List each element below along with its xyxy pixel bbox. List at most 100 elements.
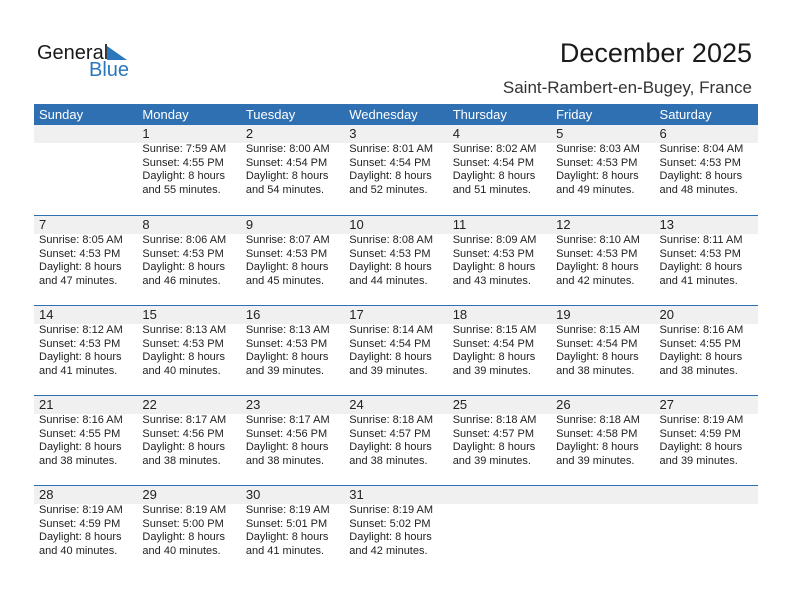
sunrise-text: Sunrise: 8:00 AM [245,143,330,155]
day-cell: 21 Sunrise: 8:16 AM Sunset: 4:55 PM Dayligh… [34,396,137,485]
sunset-text: Sunset: 4:54 PM [556,337,638,350]
daylight-minutes-text: and 40 minutes. [142,544,221,557]
day-cell: 29 Sunrise: 8:19 AM Sunset: 5:00 PM Dayligh… [137,486,240,575]
day-number: 6 [659,126,667,141]
daylight-text: Daylight: 8 hours [349,531,432,543]
daylight-minutes-text: and 55 minutes. [142,183,221,196]
day-cell: 16 Sunrise: 8:13 AM Sunset: 4:53 PM Dayligh… [241,306,344,395]
sunset-text: Sunset: 4:53 PM [659,156,741,169]
sunrise-text: Sunrise: 8:10 AM [556,234,640,246]
daylight-text: Daylight: 8 hours [39,531,122,543]
sunset-text: Sunset: 4:53 PM [452,247,535,260]
sunset-text: Sunset: 4:53 PM [39,337,121,350]
week-row: 7 Sunrise: 8:05 AM Sunset: 4:53 PM Daylight… [34,215,758,305]
day-cell: 1 Sunrise: 7:59 AM Sunset: 4:55 PM Daylight… [137,125,240,215]
day-number: 10 [349,217,364,232]
sunrise-text: Sunrise: 8:05 AM [39,234,123,246]
day-cell: 22 Sunrise: 8:17 AM Sunset: 4:56 PM Dayligh… [137,396,240,485]
daylight-text: Daylight: 8 hours [659,441,743,453]
sunrise-text: Sunrise: 8:19 AM [349,504,434,516]
sunrise-text: Sunrise: 8:11 AM [659,234,743,246]
sunset-text: Sunset: 4:53 PM [556,247,638,260]
daylight-text: Daylight: 8 hours [659,170,743,182]
day-cell: 18 Sunrise: 8:15 AM Sunset: 4:54 PM Dayligh… [448,306,551,395]
day-number: 16 [245,307,261,322]
daylight-minutes-text: and 42 minutes. [556,274,635,287]
sunset-text: Sunset: 4:54 PM [245,156,328,169]
daylight-text: Daylight: 8 hours [349,170,432,182]
daylight-minutes-text: and 38 minutes. [659,364,738,377]
sunset-text: Sunset: 5:00 PM [142,517,224,530]
sunrise-text: Sunrise: 7:59 AM [142,143,227,155]
day-number: 1 [142,126,150,141]
daylight-minutes-text: and 49 minutes. [556,183,635,196]
daylight-text: Daylight: 8 hours [556,351,639,363]
day-number: 23 [245,397,261,412]
daylight-minutes-text: and 54 minutes. [245,183,325,196]
day-number: 14 [39,307,54,322]
sunset-text: Sunset: 4:56 PM [245,427,328,440]
weekday-sunday: Sunday [39,107,84,122]
daylight-minutes-text: and 43 minutes. [452,274,531,287]
daylight-minutes-text: and 39 minutes. [659,454,738,467]
daylight-text: Daylight: 8 hours [659,351,743,363]
sunset-text: Sunset: 4:59 PM [39,517,121,530]
day-cell: 14 Sunrise: 8:12 AM Sunset: 4:53 PM Dayligh… [34,306,137,395]
day-number: 31 [349,487,364,502]
day-number: 27 [659,397,674,412]
daylight-minutes-text: and 52 minutes. [349,183,428,196]
sunrise-text: Sunrise: 8:15 AM [556,324,640,336]
daylight-minutes-text: and 39 minutes. [452,454,531,467]
day-cell: 28 Sunrise: 8:19 AM Sunset: 4:59 PM Dayligh… [34,486,137,575]
day-number: 3 [349,126,357,141]
daylight-text: Daylight: 8 hours [556,441,639,453]
day-number: 28 [39,487,54,502]
daylight-minutes-text: and 38 minutes. [142,454,221,467]
sunset-text: Sunset: 4:57 PM [452,427,535,440]
weekday-header: Sunday Monday Tuesday Wednesday Thursday Frid… [34,104,758,125]
day-number: 19 [556,307,571,322]
day-number: 25 [452,397,468,412]
day-number: 26 [556,397,571,412]
day-cell: 3 Sunrise: 8:01 AM Sunset: 4:54 PM Daylight… [344,125,447,215]
sunset-text: Sunset: 4:54 PM [349,337,431,350]
daylight-minutes-text: and 48 minutes. [659,183,738,196]
calendar: Sunday Monday Tuesday Wednesday Thursday Frid… [34,104,758,575]
sunset-text: Sunset: 4:53 PM [142,247,224,260]
weekday-saturday: Saturday [659,107,712,122]
sunset-text: Sunset: 4:53 PM [142,337,224,350]
week-row: 14 Sunrise: 8:12 AM Sunset: 4:53 PM Dayligh… [34,305,758,395]
sunset-text: Sunset: 4:56 PM [142,427,224,440]
sunset-text: Sunset: 5:01 PM [245,517,328,530]
daylight-text: Daylight: 8 hours [245,531,329,543]
sunrise-text: Sunrise: 8:16 AM [659,324,744,336]
weekday-tuesday: Tuesday [245,107,296,122]
empty-cell [551,486,654,575]
day-cell: 24 Sunrise: 8:18 AM Sunset: 4:57 PM Dayligh… [344,396,447,485]
daylight-minutes-text: and 51 minutes. [452,183,531,196]
sunrise-text: Sunrise: 8:19 AM [39,504,123,516]
daylight-text: Daylight: 8 hours [245,441,329,453]
day-cell: 20 Sunrise: 8:16 AM Sunset: 4:55 PM Dayligh… [655,306,758,395]
week-row: 1 Sunrise: 7:59 AM Sunset: 4:55 PM Daylight… [34,125,758,215]
day-number: 2 [245,126,254,141]
sunrise-text: Sunrise: 8:06 AM [142,234,227,246]
empty-cell [448,486,551,575]
daylight-text: Daylight: 8 hours [39,441,122,453]
sunrise-text: Sunrise: 8:17 AM [142,414,227,426]
sunrise-text: Sunrise: 8:19 AM [659,414,744,426]
day-number: 5 [556,126,564,141]
daylight-text: Daylight: 8 hours [245,170,329,182]
day-number: 4 [452,126,460,141]
sunset-text: Sunset: 4:58 PM [556,427,638,440]
daylight-text: Daylight: 8 hours [142,531,225,543]
day-number: 22 [142,397,157,412]
day-cell: 7 Sunrise: 8:05 AM Sunset: 4:53 PM Daylight… [34,216,137,305]
day-number: 13 [659,217,674,232]
day-cell: 4 Sunrise: 8:02 AM Sunset: 4:54 PM Daylight… [448,125,551,215]
day-cell: 27 Sunrise: 8:19 AM Sunset: 4:59 PM Dayligh… [655,396,758,485]
daylight-minutes-text: and 38 minutes. [349,454,428,467]
daylight-minutes-text: and 38 minutes. [245,454,325,467]
daylight-text: Daylight: 8 hours [349,351,432,363]
daylight-text: Daylight: 8 hours [452,261,536,273]
